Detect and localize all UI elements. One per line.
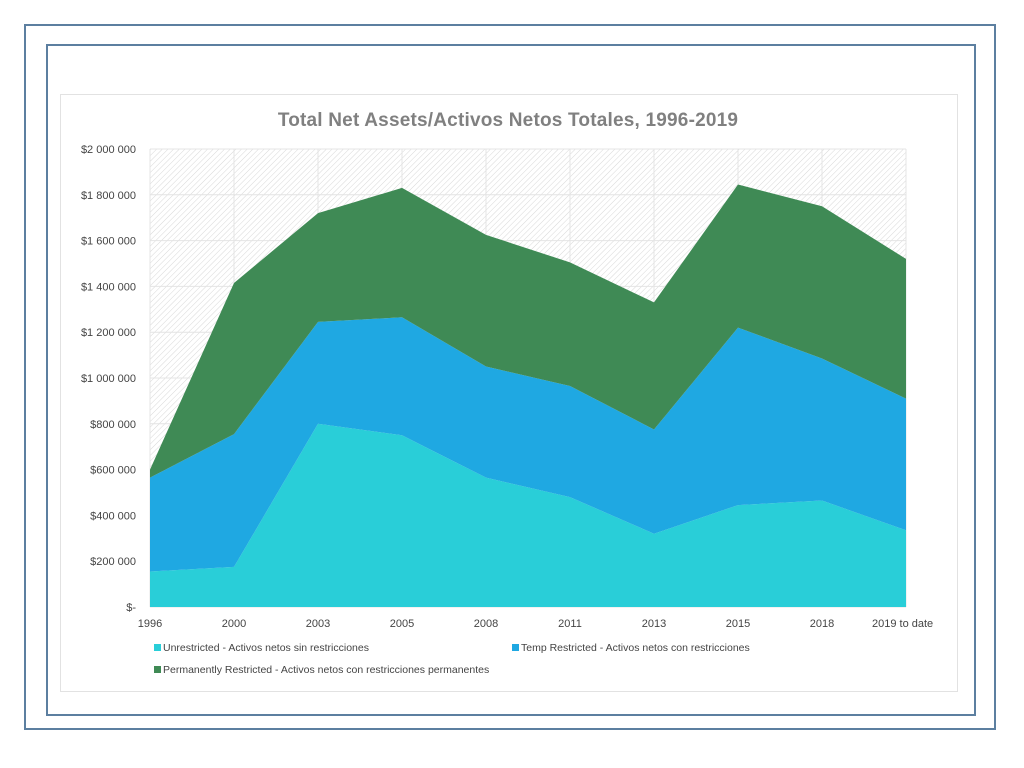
x-tick-label: 2008 bbox=[474, 618, 498, 630]
legend-label: Permanently Restricted - Activos netos c… bbox=[163, 664, 489, 676]
x-tick-label: 2013 bbox=[642, 618, 666, 630]
legend-swatch bbox=[154, 666, 161, 673]
y-tick-label: $1 800 000 bbox=[81, 190, 136, 202]
inner-frame bbox=[46, 44, 976, 716]
x-tick-label: 2018 bbox=[810, 618, 834, 630]
area-series-3 bbox=[150, 184, 906, 478]
y-tick-label: $1 200 000 bbox=[81, 327, 136, 339]
x-tick-label: 2003 bbox=[306, 618, 330, 630]
legend-label: Temp Restricted - Activos netos con rest… bbox=[521, 642, 750, 654]
x-tick-label: 2015 bbox=[726, 618, 750, 630]
x-tick-label: 2019 to date bbox=[872, 618, 933, 630]
y-tick-label: $200 000 bbox=[90, 556, 136, 568]
y-tick-label: $1 000 000 bbox=[81, 373, 136, 385]
legend-swatch bbox=[154, 644, 161, 651]
x-tick-label: 1996 bbox=[138, 618, 162, 630]
area-series-2 bbox=[150, 317, 906, 572]
y-tick-label: $600 000 bbox=[90, 465, 136, 477]
outer-frame bbox=[24, 24, 996, 730]
y-tick-label: $2 000 000 bbox=[81, 144, 136, 156]
y-tick-label: $- bbox=[126, 602, 136, 614]
x-tick-label: 2000 bbox=[222, 618, 246, 630]
x-tick-label: 2011 bbox=[558, 618, 582, 630]
x-tick-label: 2005 bbox=[390, 618, 414, 630]
y-tick-label: $400 000 bbox=[90, 510, 136, 522]
y-tick-label: $800 000 bbox=[90, 419, 136, 431]
legend-label: Unrestricted - Activos netos sin restric… bbox=[163, 642, 369, 654]
y-tick-label: $1 400 000 bbox=[81, 281, 136, 293]
area-series-1 bbox=[150, 423, 906, 607]
chart-title: Total Net Assets/Activos Netos Totales, … bbox=[278, 110, 738, 131]
y-tick-label: $1 600 000 bbox=[81, 236, 136, 248]
legend-swatch bbox=[512, 644, 519, 651]
